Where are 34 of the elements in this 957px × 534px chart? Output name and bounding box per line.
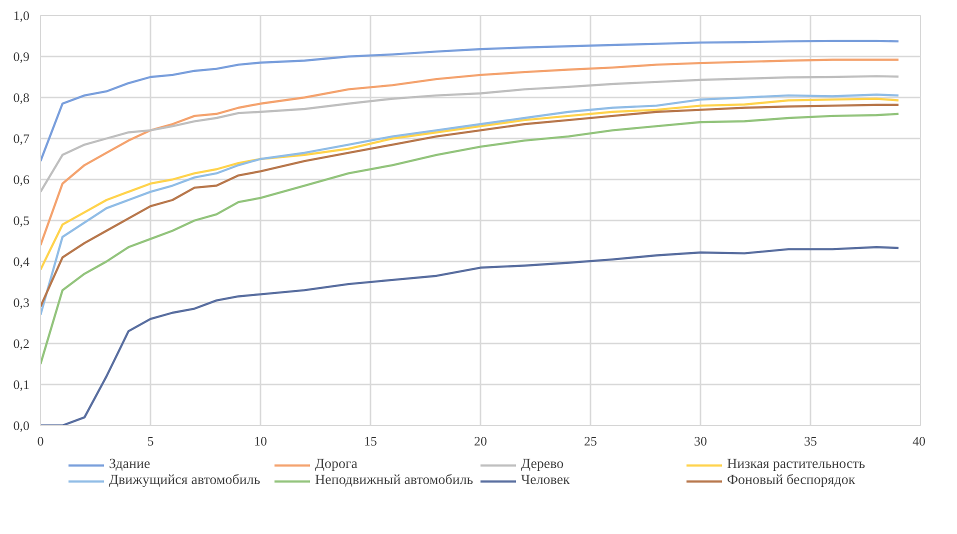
x-tick-label: 30	[694, 434, 707, 448]
line-series	[40, 246, 900, 426]
x-tick-label: 25	[584, 434, 597, 448]
x-tick-label: 35	[804, 434, 817, 448]
line-series	[40, 40, 900, 162]
legend-label: Низкая растительность	[727, 457, 866, 473]
legend-label: Фоновый беспорядок	[727, 473, 856, 489]
legend-label: Дерево	[521, 457, 565, 473]
x-tick-label: 10	[254, 434, 267, 448]
line-series	[40, 112, 900, 366]
legend-label: Неподвижный автомобиль	[315, 473, 474, 489]
y-tick-label: 0,1	[13, 377, 30, 392]
y-tick-label: 0,6	[13, 172, 30, 187]
x-tick-label: 15	[364, 434, 377, 448]
x-tick-label: 5	[147, 434, 154, 448]
y-tick-label: 1,0	[13, 8, 30, 23]
y-tick-label: 0,2	[13, 336, 30, 351]
legend-label: Движущийся автомобиль	[109, 473, 262, 489]
legend-label: Дорога	[315, 457, 359, 473]
y-tick-label: 0,0	[13, 418, 30, 433]
y-tick-label: 0,7	[13, 131, 30, 146]
y-tick-label: 0,4	[13, 254, 30, 269]
line-series	[40, 58, 900, 246]
line-series	[40, 75, 900, 193]
legend-label: Здание	[109, 457, 152, 473]
x-tick-label: 20	[474, 434, 487, 448]
y-tick-label: 0,3	[13, 295, 30, 310]
line-series	[40, 98, 900, 271]
y-tick-label: 0,9	[13, 49, 30, 64]
y-tick-label: 0,5	[13, 213, 30, 228]
x-tick-label: 40	[912, 434, 926, 448]
x-tick-label: 0	[37, 434, 44, 448]
legend-label: Человек	[521, 473, 571, 489]
y-tick-label: 0,8	[13, 90, 30, 105]
